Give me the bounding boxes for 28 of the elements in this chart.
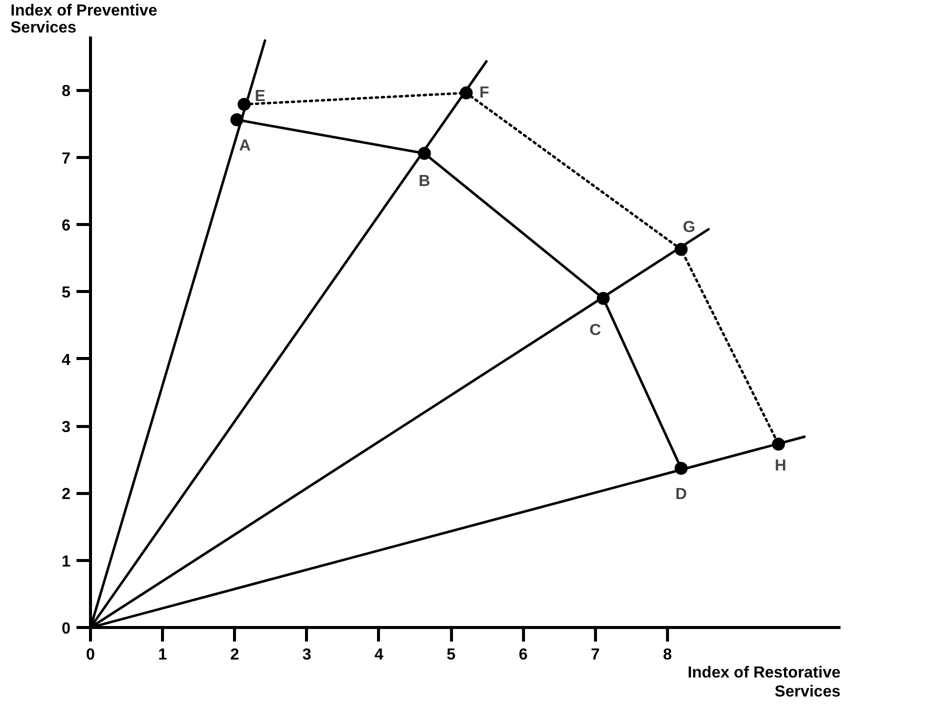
x-tick-label: 6 — [518, 646, 528, 664]
annotation: D — [675, 486, 687, 503]
annotation: A — [239, 137, 252, 154]
y-tick-label: 5 — [62, 284, 71, 302]
annotation: H — [774, 458, 786, 475]
x-tick-label: 1 — [158, 646, 168, 664]
annotation: E — [254, 88, 266, 105]
y-tick-label: 0 — [62, 620, 71, 638]
y-tick-label: 1 — [62, 553, 71, 570]
annotation: F — [479, 84, 490, 102]
x-axis-title: Index of Restorative Services — [688, 664, 841, 700]
annotation: C — [589, 322, 602, 339]
y-tick-label: 3 — [62, 419, 71, 436]
x-tick-label: 7 — [590, 646, 600, 664]
x-tick-label: 8 — [662, 646, 672, 664]
y-tick-label: 8 — [62, 83, 71, 100]
annotation: B — [418, 172, 430, 190]
y-tick-label: 6 — [62, 218, 71, 235]
y-tick-label: 7 — [62, 150, 71, 168]
y-tick-label: 4 — [62, 352, 71, 369]
x-tick-label: 2 — [230, 646, 240, 664]
y-tick-label: 2 — [62, 486, 71, 504]
x-tick-label: 5 — [446, 646, 456, 664]
x-tick-label: 3 — [302, 646, 312, 664]
y-axis-title: Index of Preventive Services — [10, 2, 158, 36]
x-tick-label: 0 — [86, 646, 96, 664]
x-tick-label: 4 — [374, 646, 384, 664]
annotation: G — [682, 218, 696, 236]
